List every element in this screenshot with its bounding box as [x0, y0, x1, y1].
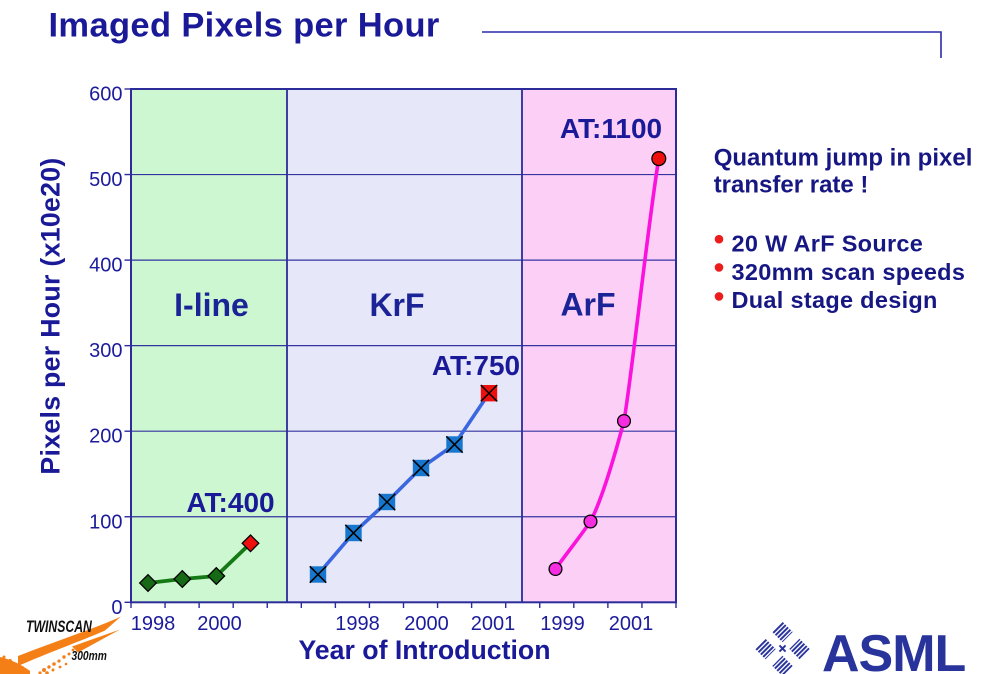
svg-text:AT:400: AT:400 [186, 487, 274, 518]
svg-text:Year of Introduction: Year of Introduction [298, 635, 550, 665]
svg-text:300: 300 [89, 340, 122, 362]
svg-text:I-line: I-line [174, 287, 249, 323]
svg-text:ArF: ArF [560, 287, 615, 323]
svg-text:500: 500 [89, 169, 122, 191]
svg-text:2001: 2001 [609, 613, 654, 635]
svg-text:AT:750: AT:750 [432, 350, 520, 381]
svg-text:Pixels per Hour (x10e20): Pixels per Hour (x10e20) [36, 157, 66, 474]
svg-text:2000: 2000 [404, 613, 449, 635]
svg-text:1998: 1998 [131, 613, 176, 635]
svg-text:400: 400 [89, 255, 122, 277]
svg-text:100: 100 [89, 511, 122, 533]
svg-text:Dual stage design: Dual stage design [732, 287, 938, 313]
svg-text:300mm: 300mm [72, 649, 107, 663]
svg-text:KrF: KrF [369, 287, 424, 323]
svg-text:ASML: ASML [822, 625, 966, 674]
svg-text:600: 600 [89, 84, 122, 106]
svg-text:2001: 2001 [471, 613, 516, 635]
svg-text:AT:1100: AT:1100 [560, 113, 662, 144]
svg-text:2000: 2000 [197, 613, 242, 635]
svg-text:Quantum jump in pixel: Quantum jump in pixel [714, 145, 973, 172]
svg-text:20 W ArF Source: 20 W ArF Source [732, 231, 924, 257]
svg-text:TWINSCAN: TWINSCAN [26, 618, 92, 636]
svg-text:0: 0 [111, 597, 122, 619]
svg-text:200: 200 [89, 426, 122, 448]
svg-text:1998: 1998 [335, 613, 380, 635]
svg-text:320mm scan speeds: 320mm scan speeds [732, 259, 966, 285]
svg-text:Imaged Pixels per Hour: Imaged Pixels per Hour [49, 7, 440, 45]
svg-text:transfer rate !: transfer rate ! [714, 171, 869, 198]
svg-text:1999: 1999 [540, 613, 585, 635]
